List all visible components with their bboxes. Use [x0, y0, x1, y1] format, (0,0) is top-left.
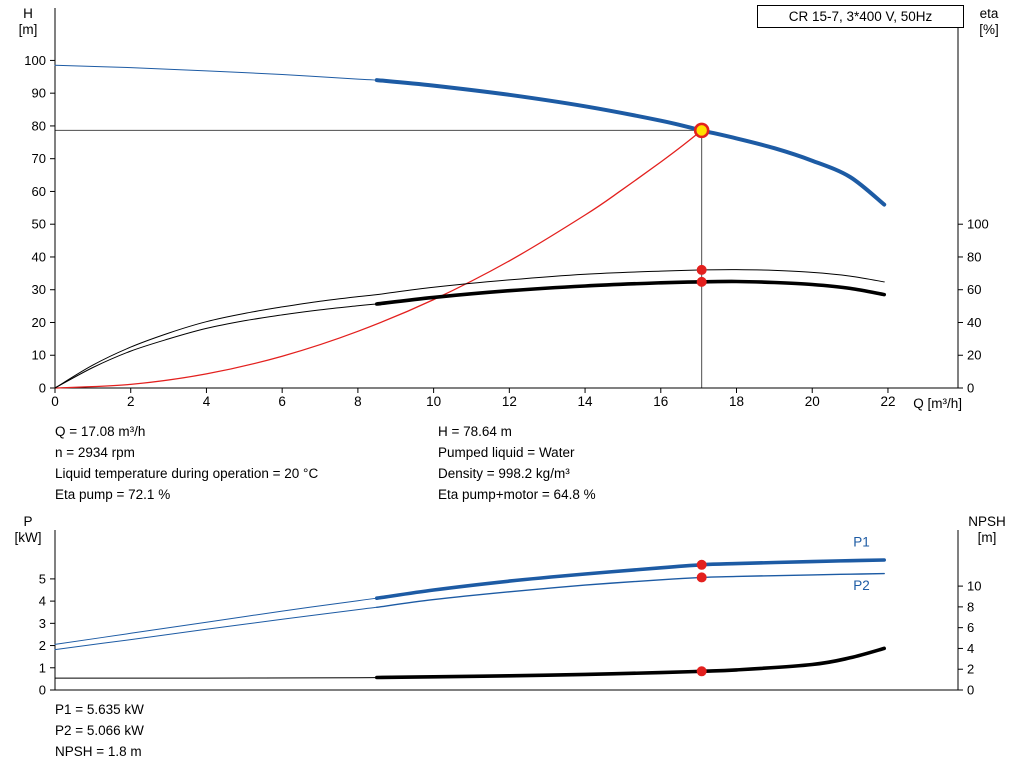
npsh-curve	[375, 646, 886, 680]
npsh-point	[696, 666, 707, 677]
x-axis-tick-label: 22	[880, 394, 895, 409]
p1-curve-label: P1	[853, 535, 870, 550]
eta-pump-point	[696, 264, 707, 275]
left-axis-tick-label: 70	[32, 151, 46, 166]
left-axis-tick-label: 20	[32, 315, 46, 330]
h-curve-thin-segment	[54, 64, 378, 81]
x-axis-tick-label: 16	[653, 394, 668, 409]
p1-curve-thin-segment	[54, 597, 378, 645]
x-axis-tick-label: 2	[127, 394, 135, 409]
x-axis-tick-label: 4	[203, 394, 211, 409]
x-axis-tick-label: 20	[805, 394, 820, 409]
x-axis-tick-label: 8	[354, 394, 362, 409]
p-axis-label: P [kW]	[4, 514, 52, 546]
left-axis-tick-label: 30	[32, 282, 46, 297]
left-axis-tick-label: 2	[39, 638, 46, 653]
x-axis-tick-label: 6	[278, 394, 286, 409]
p2-curve-thin-segment	[54, 606, 378, 651]
result-q: Q = 17.08 m³/h	[55, 424, 146, 439]
right-axis-tick-label: 2	[967, 662, 974, 677]
right-axis-tick-label: 20	[967, 348, 981, 363]
p1-point	[696, 559, 707, 570]
x-axis-tick-label: 0	[51, 394, 59, 409]
h-axis-unit: [m]	[18, 22, 38, 37]
x-axis-tick-label: 10	[426, 394, 441, 409]
x-axis-tick-label: 18	[729, 394, 744, 409]
right-axis-tick-label: 0	[967, 683, 974, 698]
p-axis-name: P	[23, 514, 33, 529]
result-density: Density = 998.2 kg/m³	[438, 466, 570, 481]
left-axis-tick-label: 0	[39, 381, 46, 396]
right-axis-tick-label: 8	[967, 599, 974, 614]
eta-axis-name: eta	[979, 6, 999, 21]
result-npsh: NPSH = 1.8 m	[55, 744, 142, 759]
left-axis-tick-label: 100	[24, 53, 46, 68]
p1-curve	[375, 558, 886, 600]
right-axis-tick-label: 4	[967, 641, 974, 656]
pump-title-box: CR 15-7, 3*400 V, 50Hz	[757, 5, 964, 28]
p-axis-unit: [kW]	[14, 530, 42, 545]
npsh-axis-name: NPSH	[968, 514, 1006, 529]
left-axis-tick-label: 60	[32, 184, 46, 199]
right-axis-tick-label: 40	[967, 315, 981, 330]
h-axis-label: H [m]	[6, 6, 50, 38]
left-axis-tick-label: 0	[39, 683, 46, 698]
result-h: H = 78.64 m	[438, 424, 512, 439]
left-axis-tick-label: 10	[32, 348, 46, 363]
results-bottom: P1 = 5.635 kW P2 = 5.066 kW NPSH = 1.8 m	[55, 699, 144, 762]
x-axis-tick-label: 12	[502, 394, 517, 409]
left-axis-tick-label: 4	[39, 594, 46, 609]
right-axis-tick-label: 100	[967, 217, 989, 232]
left-axis-tick-label: 5	[39, 571, 46, 586]
q-axis-label: Q [m³/h]	[913, 396, 962, 411]
left-axis-tick-label: 50	[32, 217, 46, 232]
left-axis-tick-label: 80	[32, 118, 46, 133]
eta-axis-unit: [%]	[979, 22, 999, 37]
eta-pump-curve-thin-segment	[54, 269, 885, 389]
duty-point-marker[interactable]	[693, 122, 710, 139]
results-top-right: H = 78.64 m Pumped liquid = Water Densit…	[438, 421, 596, 505]
h-curve	[374, 78, 887, 207]
x-axis-tick-label: 14	[578, 394, 594, 409]
eta-pump-motor-curve-thin-segment	[54, 303, 378, 389]
right-axis-tick-label: 10	[967, 579, 981, 594]
system-curve-thin-segment	[54, 129, 703, 389]
right-axis-tick-label: 0	[967, 381, 974, 396]
left-axis-tick-label: 1	[39, 660, 46, 675]
result-speed: n = 2934 rpm	[55, 445, 135, 460]
p2-curve-label: P2	[853, 578, 870, 593]
result-pumped-liquid: Pumped liquid = Water	[438, 445, 575, 460]
h-axis-name: H	[23, 6, 33, 21]
results-top-left: Q = 17.08 m³/h n = 2934 rpm Liquid tempe…	[55, 421, 318, 505]
right-axis-tick-label: 6	[967, 620, 974, 635]
result-liquid-temp: Liquid temperature during operation = 20…	[55, 466, 319, 481]
left-axis-tick-label: 90	[32, 86, 46, 101]
result-p1: P1 = 5.635 kW	[55, 702, 144, 717]
result-p2: P2 = 5.066 kW	[55, 723, 144, 738]
result-eta-pump: Eta pump = 72.1 %	[55, 487, 171, 502]
eta-axis-label: eta [%]	[963, 6, 1015, 38]
p2-point	[696, 572, 707, 583]
right-axis-tick-label: 60	[967, 282, 981, 297]
left-axis-tick-label: 3	[39, 616, 46, 631]
npsh-axis-label: NPSH [m]	[956, 514, 1018, 546]
eta-pump-motor-point	[696, 276, 707, 287]
right-axis-tick-label: 80	[967, 249, 981, 264]
npsh-curve-thin-segment	[54, 677, 378, 679]
result-eta-pump-motor: Eta pump+motor = 64.8 %	[438, 487, 596, 502]
p2-curve	[376, 572, 885, 608]
left-axis-tick-label: 40	[32, 249, 46, 264]
npsh-axis-unit: [m]	[977, 530, 997, 545]
